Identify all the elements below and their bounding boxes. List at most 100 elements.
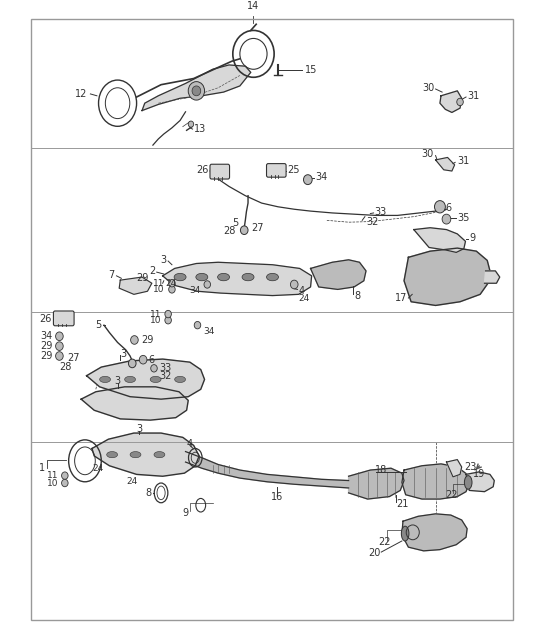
Polygon shape [349, 468, 404, 499]
FancyBboxPatch shape [267, 164, 286, 177]
Circle shape [56, 352, 63, 360]
Circle shape [204, 281, 210, 288]
Text: 9: 9 [183, 507, 189, 517]
Polygon shape [87, 359, 204, 399]
Text: 30: 30 [422, 83, 434, 93]
Text: 24: 24 [127, 477, 138, 486]
Text: 10: 10 [149, 316, 161, 325]
Ellipse shape [242, 273, 254, 281]
Text: 12: 12 [75, 89, 87, 99]
Text: 27: 27 [251, 223, 263, 233]
Circle shape [168, 279, 175, 287]
Polygon shape [404, 248, 490, 305]
Circle shape [62, 472, 68, 479]
Text: 11: 11 [153, 279, 165, 288]
FancyBboxPatch shape [210, 165, 229, 179]
Text: 11: 11 [149, 310, 161, 318]
Text: 33: 33 [160, 364, 172, 373]
Circle shape [56, 332, 63, 340]
Text: 34: 34 [203, 327, 214, 336]
Text: 4: 4 [299, 286, 305, 296]
Polygon shape [402, 464, 469, 499]
Polygon shape [485, 271, 500, 283]
Ellipse shape [217, 273, 229, 281]
Text: 31: 31 [467, 91, 480, 100]
Polygon shape [435, 158, 455, 171]
Text: 25: 25 [287, 165, 300, 175]
Polygon shape [402, 514, 467, 551]
Text: 28: 28 [59, 362, 72, 372]
Text: 24: 24 [165, 279, 176, 288]
Text: 32: 32 [160, 371, 172, 381]
Ellipse shape [125, 376, 136, 382]
Polygon shape [92, 433, 199, 476]
Text: 18: 18 [375, 465, 387, 475]
Ellipse shape [100, 376, 111, 382]
Circle shape [188, 82, 204, 100]
Polygon shape [142, 65, 251, 111]
Text: 29: 29 [141, 335, 153, 345]
Text: 11: 11 [47, 471, 58, 480]
Text: 26: 26 [197, 165, 209, 175]
Text: 14: 14 [247, 1, 259, 11]
Text: 27: 27 [67, 354, 80, 364]
Polygon shape [185, 452, 349, 488]
Text: 31: 31 [457, 156, 470, 166]
Circle shape [151, 365, 158, 372]
Text: 32: 32 [366, 217, 378, 227]
Text: 2: 2 [149, 266, 155, 276]
Text: 34: 34 [315, 172, 327, 182]
Text: 22: 22 [446, 490, 458, 500]
Text: 26: 26 [39, 314, 52, 324]
Text: 6: 6 [149, 355, 155, 365]
Circle shape [140, 355, 147, 364]
Circle shape [194, 322, 201, 329]
Text: 16: 16 [271, 492, 283, 502]
Text: 29: 29 [136, 273, 149, 283]
Text: 15: 15 [305, 65, 318, 75]
Text: 3: 3 [160, 255, 166, 265]
Ellipse shape [130, 452, 141, 458]
Polygon shape [311, 260, 366, 290]
Circle shape [56, 342, 63, 350]
Text: 30: 30 [422, 149, 434, 159]
FancyBboxPatch shape [53, 311, 74, 326]
Text: 24: 24 [92, 463, 103, 473]
Circle shape [62, 479, 68, 487]
Ellipse shape [107, 452, 118, 458]
Text: 13: 13 [194, 124, 207, 134]
Circle shape [290, 280, 298, 289]
Text: 10: 10 [47, 479, 58, 487]
Text: 35: 35 [457, 213, 470, 223]
Polygon shape [119, 277, 152, 295]
Ellipse shape [267, 273, 278, 281]
Text: 21: 21 [396, 499, 409, 509]
Circle shape [304, 175, 312, 185]
Ellipse shape [464, 475, 472, 489]
Polygon shape [440, 91, 462, 112]
Circle shape [129, 359, 136, 368]
Text: 19: 19 [473, 469, 485, 479]
Ellipse shape [150, 376, 161, 382]
Circle shape [434, 200, 445, 213]
Polygon shape [466, 472, 494, 492]
Text: 5: 5 [95, 320, 101, 330]
Text: 3: 3 [114, 376, 120, 386]
Text: 9: 9 [469, 232, 475, 242]
Bar [31, 19, 513, 620]
Text: 22: 22 [378, 537, 391, 547]
Polygon shape [446, 460, 462, 477]
Text: 3: 3 [120, 349, 126, 359]
Ellipse shape [174, 376, 185, 382]
Text: 33: 33 [375, 207, 387, 217]
Text: 4: 4 [187, 438, 193, 448]
Text: 7: 7 [108, 269, 115, 279]
Circle shape [188, 121, 193, 127]
Text: 3: 3 [136, 424, 142, 434]
Circle shape [442, 214, 451, 224]
Polygon shape [414, 228, 465, 252]
Polygon shape [81, 387, 188, 420]
Text: 28: 28 [223, 227, 235, 236]
Text: 10: 10 [153, 285, 165, 294]
Text: 6: 6 [445, 203, 451, 213]
